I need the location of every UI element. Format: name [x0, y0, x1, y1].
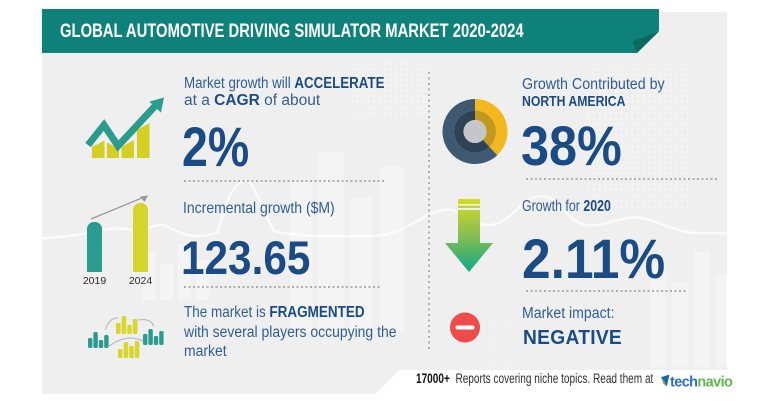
svg-text:2019: 2019 — [83, 275, 107, 287]
svg-text:2024: 2024 — [129, 275, 153, 287]
svg-text:technavio: technavio — [670, 375, 733, 391]
